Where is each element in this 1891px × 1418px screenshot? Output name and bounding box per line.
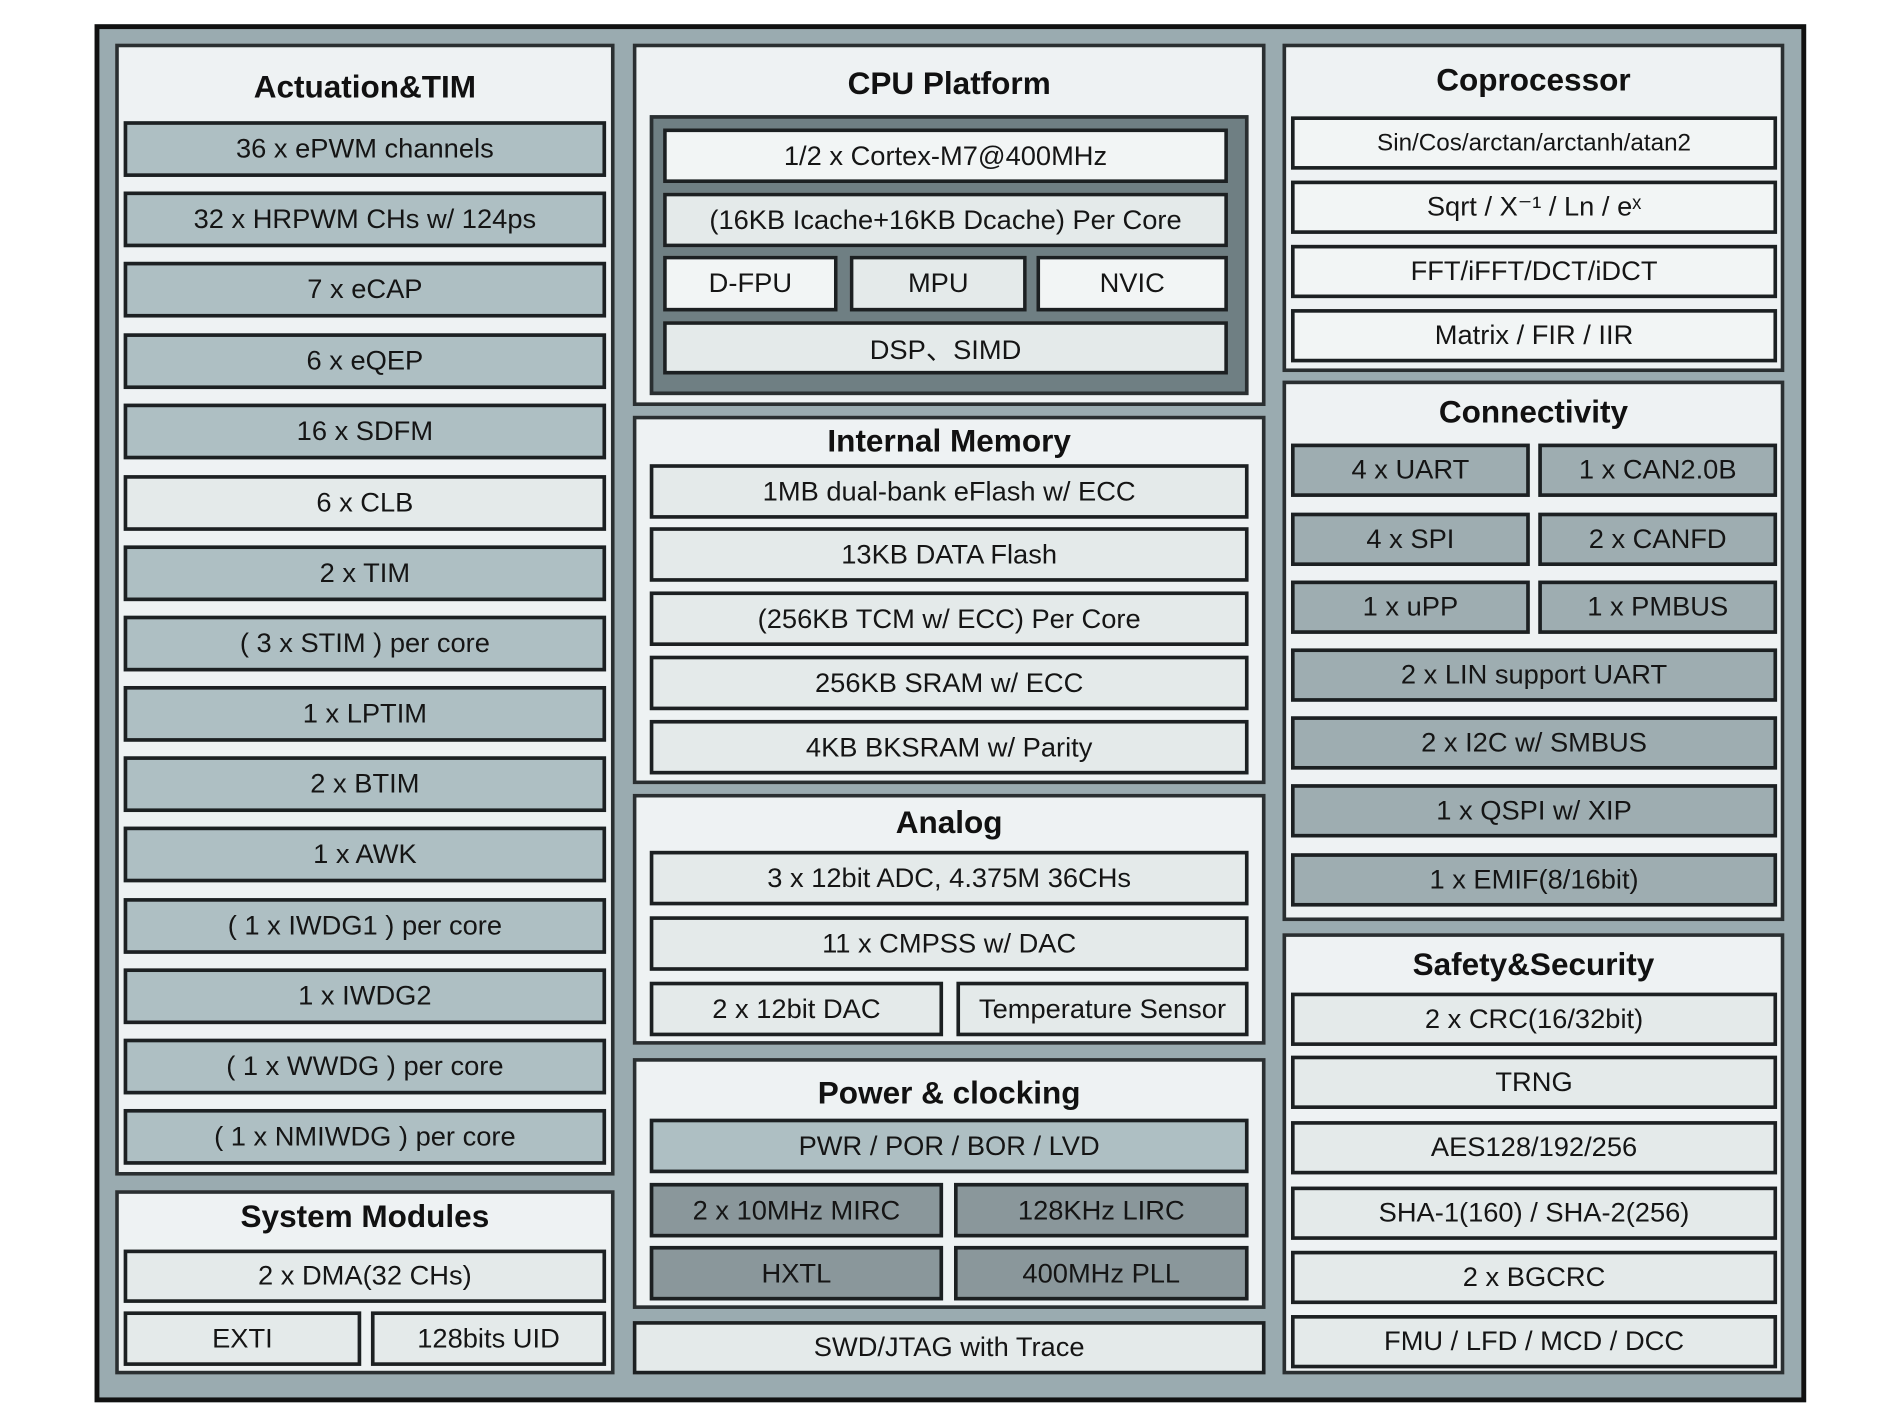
actuation-block: 2 x BTIM: [123, 756, 607, 813]
internal-memory-title: Internal Memory: [827, 422, 1071, 459]
internal-memory-block: 256KB SRAM w/ ECC: [649, 655, 1249, 711]
system-modules-block: 128bits UID: [370, 1311, 607, 1366]
safety-security-block: TRNG: [1290, 1055, 1778, 1109]
internal-memory-block: 13KB DATA Flash: [649, 527, 1249, 582]
cpu-platform-block: D-FPU: [663, 255, 838, 312]
power-clocking-block: 400MHz PLL: [954, 1245, 1249, 1301]
connectivity-block: 1 x QSPI w/ XIP: [1290, 784, 1778, 838]
power-clocking-block: PWR / POR / BOR / LVD: [649, 1118, 1249, 1174]
connectivity-block: 1 x EMIF(8/16bit): [1290, 853, 1778, 907]
safety-security-block: 2 x BGCRC: [1290, 1250, 1778, 1305]
coprocessor-block: Sin/Cos/arctan/arctanh/atan2: [1290, 116, 1778, 170]
coprocessor-block: Matrix / FIR / IIR: [1290, 309, 1778, 363]
power-clocking-title: Power & clocking: [817, 1074, 1081, 1111]
cpu-platform-title: CPU Platform: [847, 64, 1051, 102]
actuation-block: ( 1 x WWDG ) per core: [123, 1038, 607, 1095]
actuation-title: Actuation&TIM: [253, 68, 477, 105]
power-clocking-block: 2 x 10MHz MIRC: [649, 1182, 944, 1238]
actuation-block: ( 1 x NMIWDG ) per core: [123, 1108, 607, 1165]
connectivity-block: 1 x CAN2.0B: [1538, 443, 1778, 497]
actuation-block: 16 x SDFM: [123, 403, 607, 460]
cpu-platform-block: (16KB Icache+16KB Dcache) Per Core: [663, 192, 1228, 248]
actuation-block: ( 3 x STIM ) per core: [123, 615, 607, 672]
power-clocking-block: HXTL: [649, 1245, 944, 1301]
connectivity-block: 2 x CANFD: [1538, 512, 1778, 567]
internal-memory-block: 1MB dual-bank eFlash w/ ECC: [649, 464, 1249, 519]
coprocessor-block: FFT/iFFT/DCT/iDCT: [1290, 244, 1778, 299]
safety-security-title: Safety&Security: [1412, 945, 1655, 983]
actuation-block: 6 x CLB: [123, 475, 607, 531]
safety-security-block: 2 x CRC(16/32bit): [1290, 992, 1778, 1046]
safety-security-block: SHA-1(160) / SHA-2(256): [1290, 1186, 1778, 1240]
cpu-platform-block: DSP、SIMD: [663, 321, 1228, 375]
analog-block: 3 x 12bit ADC, 4.375M 36CHs: [649, 850, 1249, 906]
system-modules-block: 2 x DMA(32 CHs): [123, 1249, 607, 1303]
connectivity-block: 4 x UART: [1290, 443, 1530, 497]
analog-block: 11 x CMPSS w/ DAC: [649, 916, 1249, 971]
connectivity-block: 2 x I2C w/ SMBUS: [1290, 716, 1778, 770]
connectivity-block: 2 x LIN support UART: [1290, 648, 1778, 702]
coprocessor-block: Sqrt / X⁻¹ / Ln / eˣ: [1290, 180, 1778, 234]
system-modules-title: System Modules: [240, 1198, 490, 1235]
connectivity-title: Connectivity: [1438, 393, 1629, 430]
system-modules-block: EXTI: [123, 1311, 362, 1366]
actuation-block: 6 x eQEP: [123, 333, 607, 390]
analog-title: Analog: [895, 804, 1003, 841]
analog-block: Temperature Sensor: [956, 981, 1249, 1037]
cpu-platform-block: 1/2 x Cortex-M7@400MHz: [663, 128, 1228, 184]
swd-jtag-block: SWD/JTAG with Trace: [632, 1321, 1266, 1375]
cpu-platform-block: NVIC: [1036, 255, 1228, 312]
actuation-block: 1 x AWK: [123, 826, 607, 883]
analog-block: 2 x 12bit DAC: [649, 981, 944, 1037]
internal-memory-block: 4KB BKSRAM w/ Parity: [649, 719, 1249, 775]
cpu-platform-block: MPU: [849, 255, 1027, 312]
connectivity-block: 1 x PMBUS: [1538, 580, 1778, 634]
internal-memory-block: (256KB TCM w/ ECC) Per Core: [649, 591, 1249, 646]
connectivity-block: 1 x uPP: [1290, 580, 1530, 634]
actuation-block: 1 x IWDG2: [123, 968, 607, 1025]
actuation-block: 1 x LPTIM: [123, 685, 607, 742]
power-clocking-block: 128KHz LIRC: [954, 1182, 1249, 1238]
actuation-block: 32 x HRPWM CHs w/ 124ps: [123, 191, 607, 248]
coprocessor-title: Coprocessor: [1436, 61, 1631, 98]
actuation-block: 36 x ePWM channels: [123, 121, 607, 177]
actuation-block: ( 1 x IWDG1 ) per core: [123, 898, 607, 954]
actuation-block: 2 x TIM: [123, 545, 607, 602]
safety-security-block: AES128/192/256: [1290, 1121, 1778, 1175]
actuation-block: 7 x eCAP: [123, 261, 607, 318]
connectivity-block: 4 x SPI: [1290, 512, 1530, 567]
safety-security-block: FMU / LFD / MCD / DCC: [1290, 1315, 1778, 1369]
